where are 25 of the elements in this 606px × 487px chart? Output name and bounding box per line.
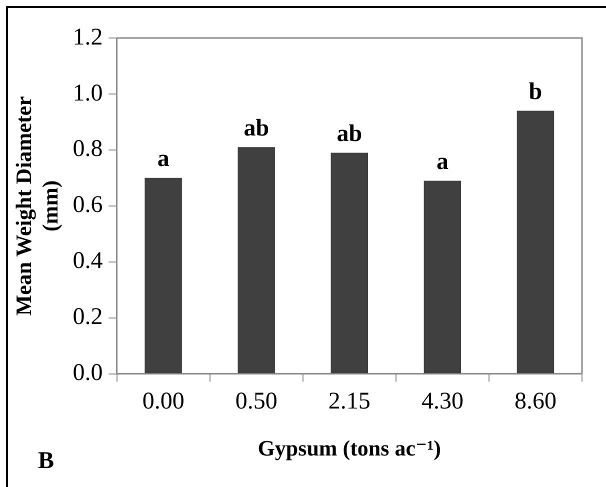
x-tick-label: 0.50 [235, 388, 278, 414]
y-tick-label: 0.0 [72, 360, 103, 386]
annotation: ab [244, 115, 270, 142]
text: B [38, 448, 54, 474]
x-tick-label: 0.00 [142, 388, 184, 414]
y-tick-label: 0.4 [72, 248, 103, 274]
x-tick-label: 8.60 [514, 388, 556, 414]
y-tick-label: 0.8 [72, 136, 103, 162]
x-axis-title: Gypsum (tons ac⁻¹) [258, 435, 442, 460]
bar [424, 180, 462, 374]
annotation: a [157, 146, 170, 172]
bar [238, 147, 275, 374]
annotation: b [528, 78, 542, 105]
bar [330, 152, 368, 374]
bar [144, 178, 182, 374]
x-tick-label: 4.30 [421, 388, 464, 414]
bar [516, 110, 554, 374]
x-tick-label: 2.15 [328, 388, 370, 414]
y-tick-label: 0.2 [72, 304, 103, 330]
annotation: a [436, 148, 448, 175]
y-tick-label: 1.0 [72, 80, 103, 106]
y-axis-title: Mean Weight Diameter (mm) [10, 96, 62, 316]
y-tick-label: 1.2 [72, 24, 103, 50]
y-tick-label: 0.6 [72, 192, 103, 218]
annotation: ab [336, 120, 362, 147]
